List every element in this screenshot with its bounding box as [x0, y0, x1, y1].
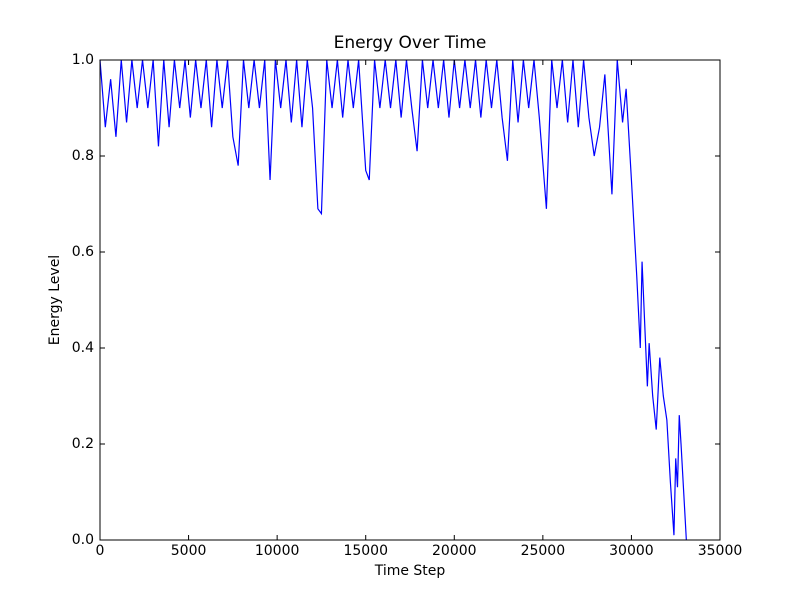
x-tick-label: 25000 — [521, 543, 566, 559]
x-tick-label: 10000 — [255, 543, 300, 559]
chart-title: Energy Over Time — [334, 33, 487, 53]
y-axis-label: Energy Level — [47, 255, 63, 345]
data-line — [99, 59, 687, 541]
plot-frame — [99, 59, 721, 541]
x-tick-label: 0 — [96, 543, 105, 559]
x-tick-label: 35000 — [698, 543, 743, 559]
y-tick-label: 0.4 — [72, 340, 94, 356]
x-tick-label: 30000 — [609, 543, 654, 559]
x-tick-label: 20000 — [432, 543, 477, 559]
y-tick-label: 0.2 — [72, 436, 94, 452]
x-tick-label: 15000 — [343, 543, 388, 559]
y-tick-label: 1.0 — [72, 52, 94, 68]
x-tick-label: 5000 — [171, 543, 207, 559]
x-axis-label: Time Step — [374, 563, 446, 579]
y-tick-label: 0.6 — [72, 244, 94, 260]
y-tick-label: 0.8 — [72, 148, 94, 164]
y-tick-label: 0.0 — [72, 532, 94, 548]
